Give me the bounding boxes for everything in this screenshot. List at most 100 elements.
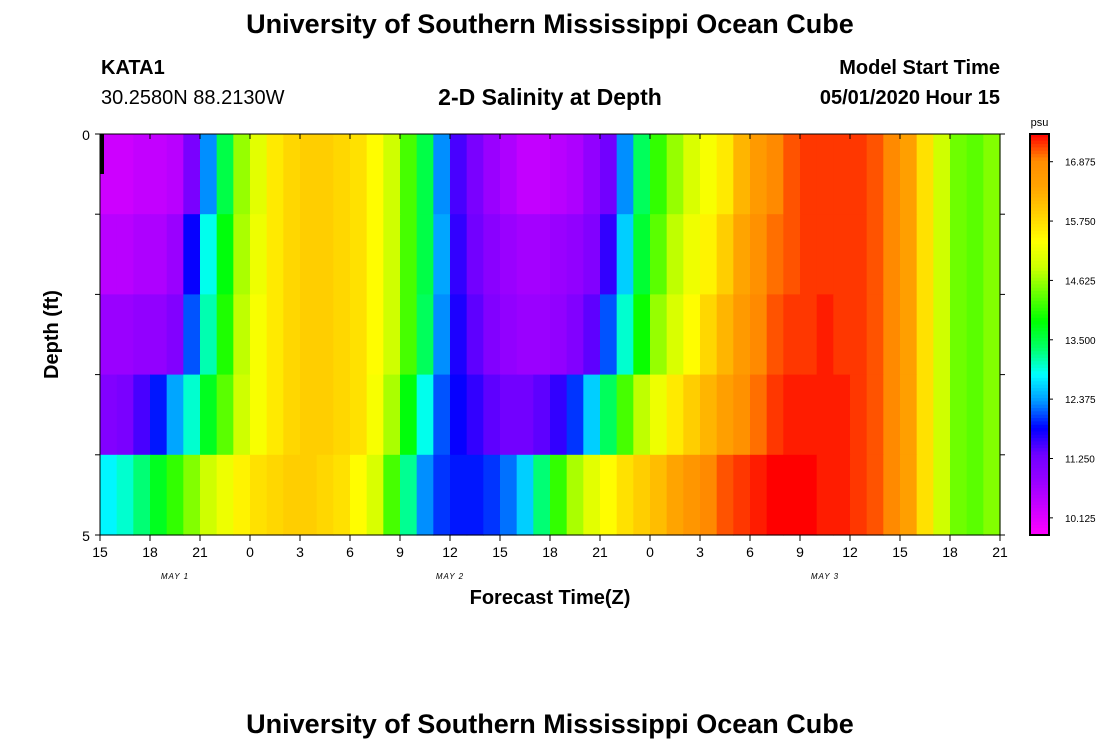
heatmap-cell <box>950 374 968 456</box>
heatmap-cell <box>266 454 284 536</box>
x-tick-label: 6 <box>746 544 754 560</box>
colorbar-segment <box>1030 237 1049 242</box>
heatmap-cell <box>116 214 134 295</box>
heatmap-cell <box>483 374 501 456</box>
model-start-marker <box>100 134 104 174</box>
colorbar-segment <box>1030 344 1049 349</box>
heatmap-cell <box>900 134 918 215</box>
heatmap-cell <box>150 454 168 536</box>
heatmap-cell <box>616 454 634 536</box>
heatmap-cell <box>183 134 201 215</box>
heatmap-cell <box>533 454 551 536</box>
heatmap-cell <box>100 454 118 536</box>
heatmap-cell <box>816 214 834 295</box>
heatmap-cell <box>333 134 351 215</box>
colorbar-segment <box>1030 170 1049 175</box>
colorbar-segment <box>1030 137 1049 142</box>
heatmap-cell <box>216 294 234 376</box>
heatmap-cell <box>433 374 451 456</box>
heatmap-cell <box>866 294 884 376</box>
date-label: MAY 1 <box>161 572 189 581</box>
heatmap-cell <box>333 294 351 376</box>
heatmap-cell <box>883 294 901 376</box>
colorbar-segment <box>1030 271 1049 275</box>
heatmap-cell <box>350 214 368 295</box>
heatmap-cell <box>766 134 784 215</box>
heatmap-cell <box>866 454 884 536</box>
heatmap-cell <box>400 134 418 215</box>
heatmap-cell <box>266 294 284 376</box>
colorbar-segment <box>1030 438 1049 443</box>
colorbar-segment <box>1030 140 1049 145</box>
colorbar-tick-label: 12.375 <box>1065 395 1096 406</box>
heatmap-cell <box>416 214 434 295</box>
colorbar-segment <box>1030 134 1049 138</box>
heatmap-cell <box>233 214 251 295</box>
heatmap-cell <box>800 294 818 376</box>
colorbar-segment <box>1030 484 1049 489</box>
heatmap-cell <box>550 294 568 376</box>
colorbar-segment <box>1030 471 1049 476</box>
colorbar-segment <box>1030 284 1049 289</box>
colorbar-tick-label: 11.250 <box>1065 454 1095 465</box>
heatmap-cell <box>683 294 701 376</box>
colorbar-segment <box>1030 254 1049 259</box>
heatmap-cell <box>433 214 451 295</box>
colorbar-segment <box>1030 377 1049 382</box>
x-tick-label: 21 <box>992 544 1008 560</box>
colorbar-segment <box>1030 307 1049 312</box>
heatmap-cell <box>900 374 918 456</box>
heatmap-cell <box>816 374 834 456</box>
y-tick-label: 5 <box>82 528 90 544</box>
x-tick-label: 18 <box>142 544 158 560</box>
x-tick-label: 6 <box>346 544 354 560</box>
heatmap-cell <box>816 294 834 376</box>
colorbar-segment <box>1030 421 1049 426</box>
heatmap-cell <box>616 214 634 295</box>
heatmap-cell <box>666 294 684 376</box>
heatmap-cell <box>783 134 801 215</box>
heatmap-cell <box>200 214 218 295</box>
heatmap-cell <box>766 374 784 456</box>
heatmap-cell <box>133 454 151 536</box>
colorbar-segment <box>1030 357 1049 362</box>
heatmap-cell <box>800 134 818 215</box>
x-axis-title: Forecast Time(Z) <box>470 587 631 609</box>
heatmap-cell <box>416 134 434 215</box>
x-tick-label: 0 <box>246 544 254 560</box>
colorbar-segment <box>1030 521 1049 526</box>
heatmap-cell <box>650 374 668 456</box>
x-tick-label: 3 <box>696 544 704 560</box>
heatmap-cell <box>100 374 118 456</box>
heatmap-cell <box>200 294 218 376</box>
heatmap-cell <box>300 134 318 215</box>
heatmap-cell <box>433 454 451 536</box>
heatmap-cell <box>600 374 618 456</box>
heatmap-cell <box>383 134 401 215</box>
heatmap-cell <box>716 374 734 456</box>
heatmap-cell <box>450 294 468 376</box>
heatmap-cell <box>716 454 734 536</box>
heatmap-cell <box>666 374 684 456</box>
heatmap-cell <box>283 454 301 536</box>
colorbar-segment <box>1030 491 1049 496</box>
station-coordinates: 30.2580N 88.2130W <box>101 87 285 109</box>
heatmap-cell <box>700 214 718 295</box>
colorbar-segment <box>1030 250 1049 255</box>
heatmap-cell <box>550 134 568 215</box>
heatmap-cell <box>383 214 401 295</box>
x-tick-label: 3 <box>296 544 304 560</box>
station-id: KATA1 <box>101 57 165 79</box>
heatmap-cell <box>516 374 534 456</box>
heatmap-cell <box>316 294 334 376</box>
heatmap-cell <box>650 134 668 215</box>
heatmap-cell <box>200 134 218 215</box>
colorbar-segment <box>1030 418 1049 422</box>
colorbar-segment <box>1030 468 1049 473</box>
heatmap-cell <box>916 134 934 215</box>
heatmap-cell <box>983 214 1001 295</box>
heatmap-cell <box>766 454 784 536</box>
heatmap-cell <box>500 214 518 295</box>
colorbar-segment <box>1030 147 1049 152</box>
colorbar-segment <box>1030 347 1049 352</box>
